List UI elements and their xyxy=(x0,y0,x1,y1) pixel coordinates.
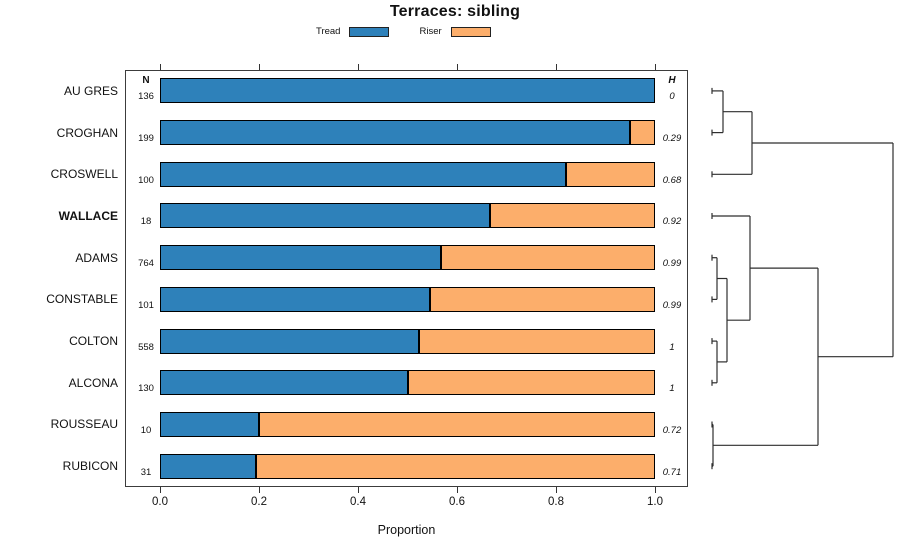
x-tick-bottom xyxy=(258,487,260,493)
x-tick-top xyxy=(258,64,260,70)
h-value: 0.71 xyxy=(662,466,682,478)
n-value: 558 xyxy=(138,341,154,353)
legend-label-tread: Tread xyxy=(316,26,341,37)
x-tick-bottom xyxy=(357,487,359,493)
h-value: 0.72 xyxy=(662,424,682,436)
bar-segment-tread xyxy=(160,328,419,354)
x-tick-label: 0.4 xyxy=(350,496,366,508)
x-tick-label: 0.2 xyxy=(251,496,267,508)
n-value: 199 xyxy=(138,133,154,145)
h-value: 0.92 xyxy=(662,216,682,228)
bar-segment-tread xyxy=(160,286,430,312)
bar-segment-tread xyxy=(160,245,441,271)
h-column-header: H xyxy=(668,75,676,86)
chart-title: Terraces: sibling xyxy=(389,3,521,20)
bar-segment-tread xyxy=(160,161,566,187)
x-tick-top xyxy=(654,64,656,70)
h-value: 1 xyxy=(669,341,675,353)
row-label: COLTON xyxy=(69,334,118,349)
x-tick-top xyxy=(357,64,359,70)
row-label: RUBICON xyxy=(62,459,118,474)
legend-swatch-tread xyxy=(349,26,390,37)
h-value: 0.99 xyxy=(662,258,682,270)
bar-segment-riser xyxy=(630,120,655,146)
h-value: 0.29 xyxy=(662,133,682,145)
bar-segment-tread xyxy=(160,411,259,437)
legend-label-riser: Riser xyxy=(419,26,442,37)
x-tick-top xyxy=(555,64,557,70)
row-label: WALLACE xyxy=(58,208,118,223)
row-label: ALCONA xyxy=(68,375,118,390)
x-tick-bottom xyxy=(456,487,458,493)
x-tick-top xyxy=(159,64,161,70)
h-value: 1 xyxy=(669,383,675,395)
row-label: ROUSSEAU xyxy=(50,417,118,432)
n-value: 764 xyxy=(138,258,154,270)
n-value: 136 xyxy=(138,91,154,103)
bar-segment-riser xyxy=(441,245,655,271)
n-value: 100 xyxy=(138,174,154,186)
bar-segment-riser xyxy=(259,411,655,437)
h-value: 0.68 xyxy=(662,174,682,186)
n-value: 31 xyxy=(140,466,152,478)
x-tick-bottom xyxy=(159,487,161,493)
bar-segment-tread xyxy=(160,453,256,479)
x-tick-bottom xyxy=(555,487,557,493)
n-value: 130 xyxy=(138,383,154,395)
legend-swatch-riser xyxy=(450,26,491,37)
n-column-header: N xyxy=(142,75,150,86)
row-label: AU GRES xyxy=(63,83,118,98)
n-value: 10 xyxy=(140,424,152,436)
h-value: 0 xyxy=(669,91,675,103)
x-tick-bottom xyxy=(654,487,656,493)
bar-segment-riser xyxy=(430,286,655,312)
bar-segment-riser xyxy=(419,328,655,354)
bar-segment-tread xyxy=(160,203,490,229)
plot-area-border xyxy=(125,70,688,487)
x-tick-label: 0.0 xyxy=(152,496,168,508)
bar-segment-tread xyxy=(160,120,630,146)
bar-segment-riser xyxy=(408,370,655,396)
row-label: ADAMS xyxy=(75,250,118,265)
legend: Tread Riser xyxy=(316,26,521,37)
x-tick-label: 1.0 xyxy=(647,496,663,508)
bar-segment-riser xyxy=(490,203,655,229)
bar-segment-tread xyxy=(160,370,408,396)
bar-segment-tread xyxy=(160,78,655,104)
x-tick-label: 0.8 xyxy=(548,496,564,508)
row-label: CONSTABLE xyxy=(46,292,118,307)
bar-segment-riser xyxy=(256,453,655,479)
row-label: CROGHAN xyxy=(56,125,118,140)
bar-segment-riser xyxy=(566,161,655,187)
h-value: 0.99 xyxy=(662,299,682,311)
x-tick-top xyxy=(456,64,458,70)
n-value: 18 xyxy=(140,216,152,228)
n-value: 101 xyxy=(138,299,154,311)
x-axis-title: Proportion xyxy=(377,523,436,537)
x-tick-label: 0.6 xyxy=(449,496,465,508)
row-label: CROSWELL xyxy=(50,167,118,182)
